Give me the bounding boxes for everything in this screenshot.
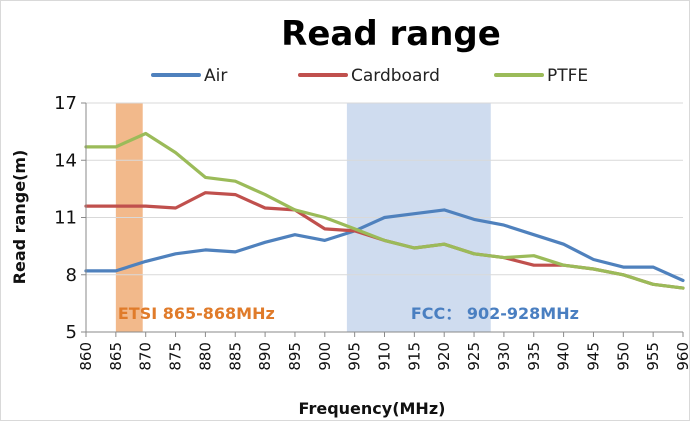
- x-tick-label-885: 885: [226, 342, 244, 371]
- band-label-1: ETSI 865-868MHz: [118, 304, 275, 323]
- x-tick-label-905: 905: [346, 342, 364, 371]
- y-tick-label-5: 5: [66, 322, 77, 343]
- x-tick-label-870: 870: [137, 342, 155, 371]
- chart-title: Read range: [281, 14, 501, 54]
- x-tick-label-940: 940: [555, 342, 573, 371]
- band-label-2: FCC： 902-928MHz: [411, 304, 579, 323]
- legend-label-cardboard: Cardboard: [351, 66, 440, 86]
- y-tick-label-14: 14: [54, 150, 77, 171]
- x-tick-label-915: 915: [405, 342, 423, 371]
- legend-label-ptfe: PTFE: [547, 66, 588, 86]
- y-tick-label-17: 17: [54, 93, 77, 114]
- x-tick-label-950: 950: [614, 342, 632, 371]
- x-tick-label-945: 945: [584, 342, 602, 371]
- x-tick-label-925: 925: [465, 342, 483, 371]
- x-tick-label-935: 935: [525, 342, 543, 371]
- y-axis-label: Read range(m): [10, 150, 29, 285]
- y-axis-ticks: 5 8 11 14 17: [54, 93, 86, 343]
- y-tick-label-11: 11: [54, 208, 77, 229]
- x-axis-label: Frequency(MHz): [299, 399, 446, 418]
- x-tick-label-860: 860: [77, 342, 95, 371]
- x-tick-label-960: 960: [674, 342, 690, 371]
- y-tick-label-8: 8: [66, 265, 77, 286]
- x-tick-label-920: 920: [435, 342, 453, 371]
- legend: Air Cardboard PTFE: [151, 66, 588, 86]
- x-tick-label-930: 930: [495, 342, 513, 371]
- series-lines: [84, 131, 685, 290]
- x-tick-label-865: 865: [107, 342, 125, 371]
- series-line-air: [84, 208, 685, 283]
- x-tick-label-875: 875: [167, 342, 185, 371]
- x-tick-label-955: 955: [644, 342, 662, 371]
- legend-label-air: Air: [204, 66, 227, 86]
- series-line-ptfe: [84, 131, 685, 290]
- x-tick-label-910: 910: [376, 342, 394, 371]
- x-tick-label-880: 880: [196, 342, 214, 371]
- x-tick-label-895: 895: [286, 342, 304, 371]
- x-axis-ticks: 860 865 870 875 880 885 890 895 900 905 910 915 920 9…: [77, 332, 690, 371]
- x-tick-label-900: 900: [316, 342, 334, 371]
- x-tick-label-890: 890: [256, 342, 274, 371]
